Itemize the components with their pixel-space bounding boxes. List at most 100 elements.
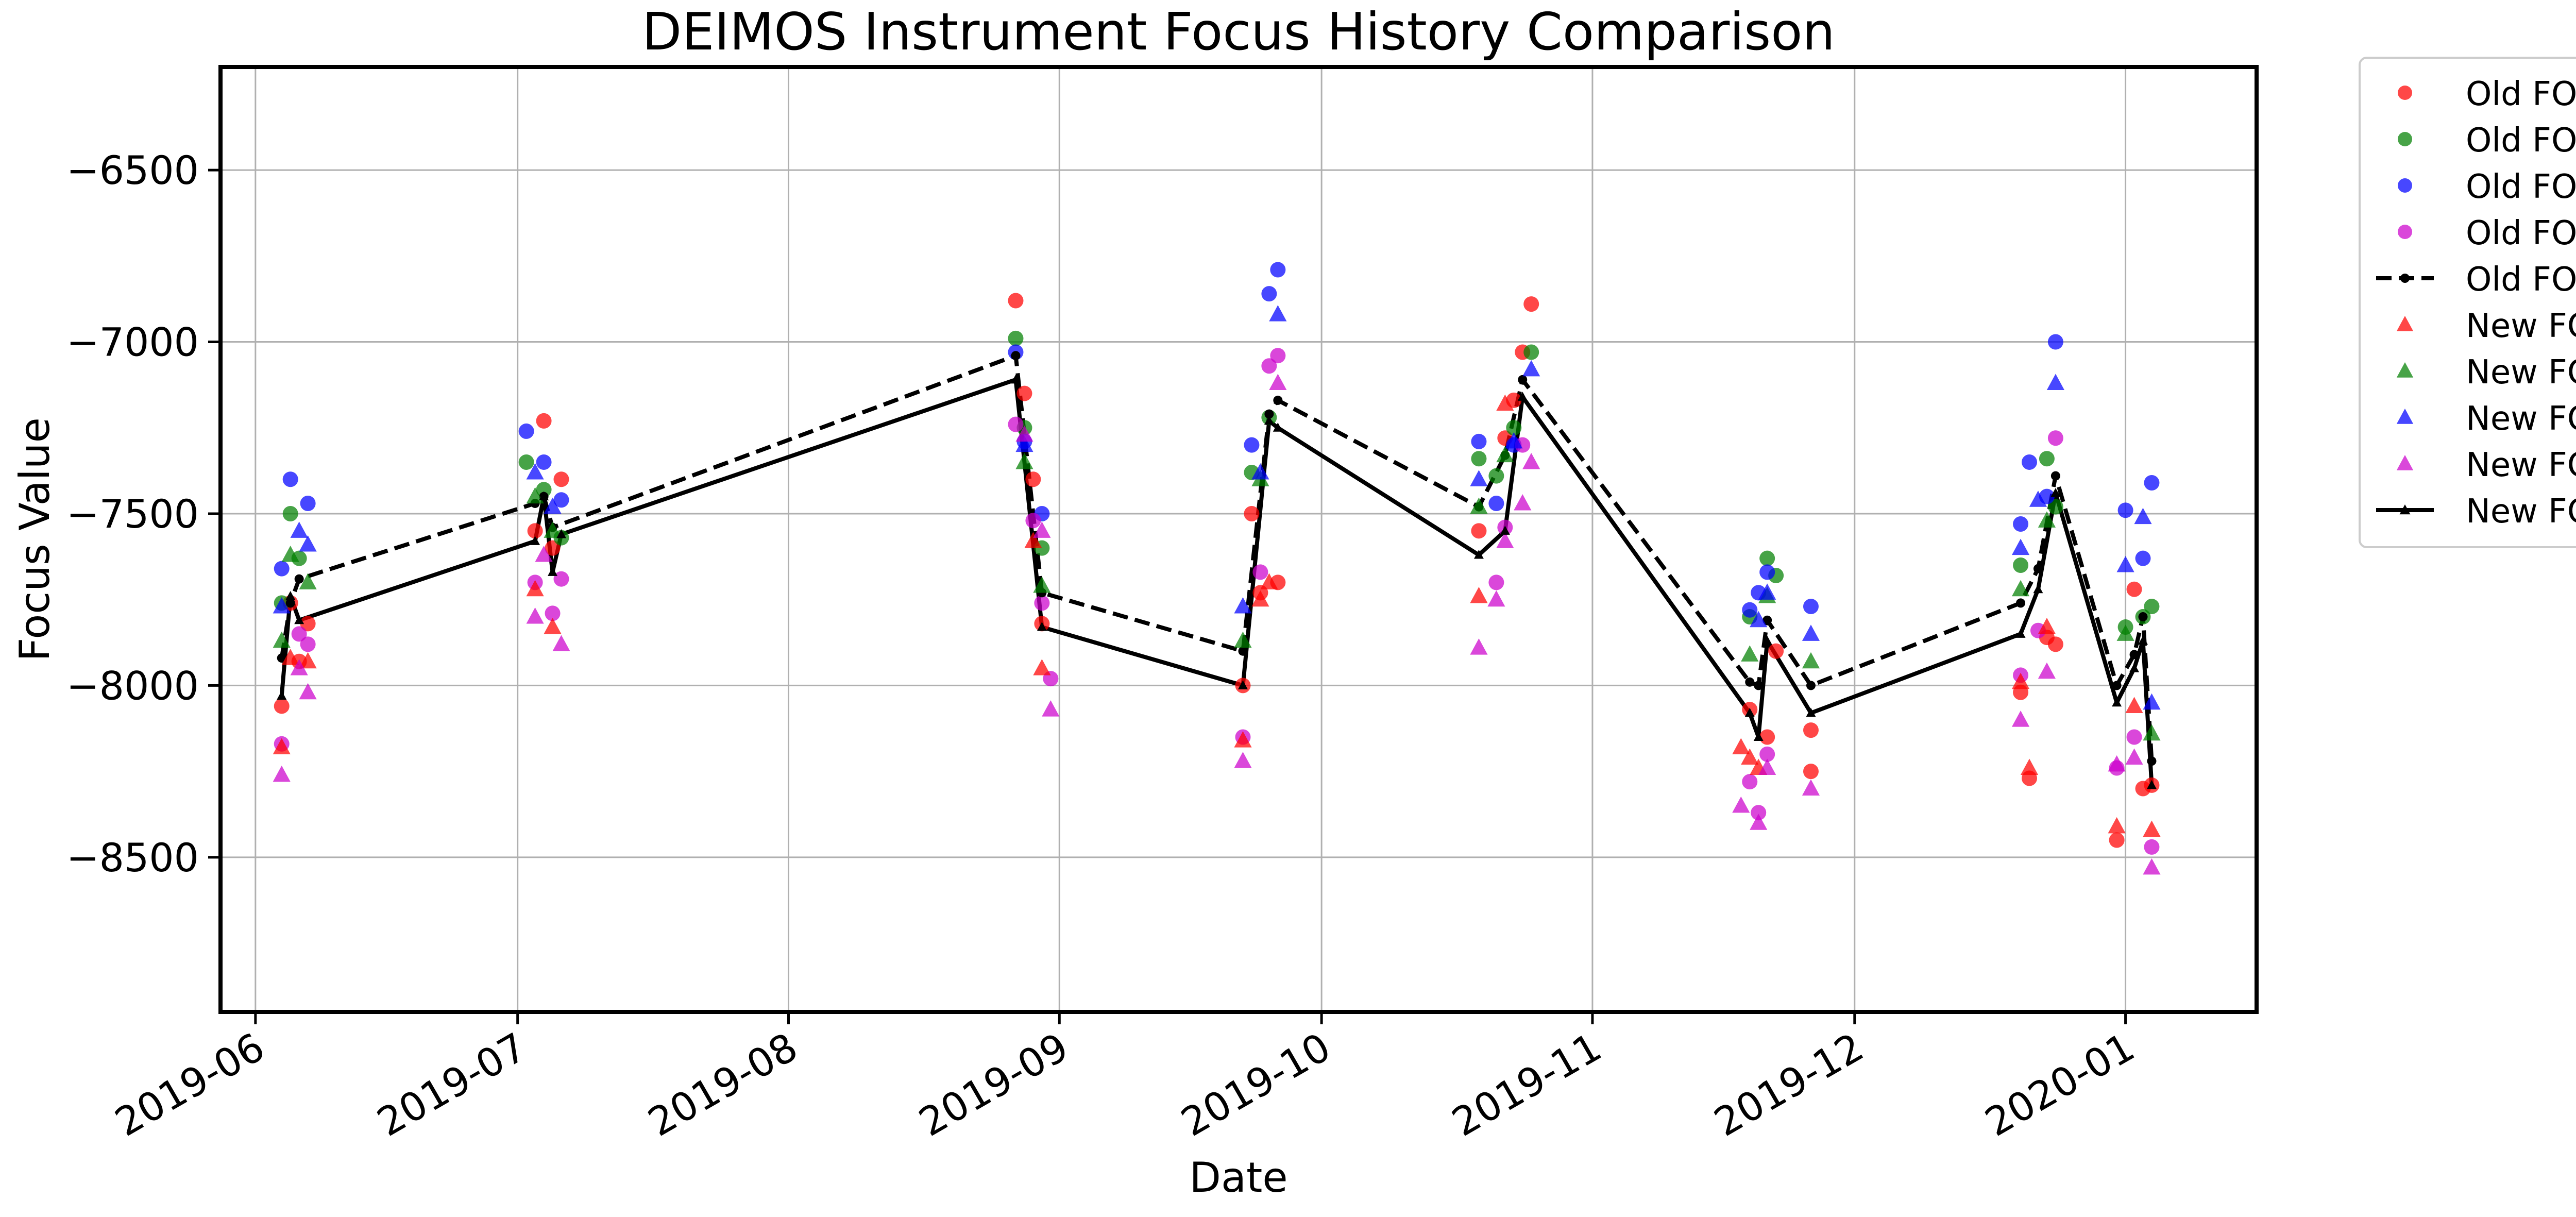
new-focus4-point — [2108, 755, 2126, 772]
old-focus2-point — [2039, 451, 2055, 467]
new-focus4-point — [1269, 374, 1287, 391]
old-focus3-point — [2013, 516, 2029, 532]
legend-label-new-focus1: New FOCUS1 — [2466, 307, 2576, 345]
new-focus4-point — [1015, 425, 1033, 442]
old-focus2-point — [282, 505, 298, 521]
old-focus2-point — [291, 550, 307, 566]
new-focus1-point — [1033, 659, 1051, 675]
old-focus4-point — [1261, 358, 1277, 374]
new-focus3-point — [544, 497, 562, 514]
new-focave-point — [1753, 732, 1764, 741]
legend-marker-new-focus1 — [2396, 316, 2414, 331]
old-focus4-point — [2144, 839, 2160, 855]
old-focave-point — [294, 574, 304, 584]
new-focave-point — [1762, 635, 1772, 645]
old-focus3-point — [1488, 495, 1504, 511]
old-focus1-point — [527, 523, 543, 539]
old-focus3-point — [282, 471, 298, 487]
old-focave-point — [2138, 612, 2148, 622]
new-focave-point — [285, 591, 296, 600]
new-focus4-point — [1487, 590, 1505, 607]
new-focave-point — [1517, 392, 1528, 401]
series-layer — [273, 262, 2161, 875]
new-focus1-point — [1496, 394, 1514, 411]
old-focus1-point — [2109, 832, 2125, 848]
old-focus2-point — [1488, 468, 1504, 484]
old-focus3-point — [1270, 262, 1286, 278]
old-focave-point — [1238, 646, 1248, 656]
new-focus4-point — [1042, 700, 1060, 717]
new-focus2-point — [2116, 624, 2134, 641]
old-focus2-point — [2013, 557, 2029, 573]
old-focave-point — [1011, 351, 1021, 361]
new-focus1-point — [2020, 758, 2039, 775]
old-focus1-point — [553, 471, 569, 487]
x-axis-label: Date — [1189, 1154, 1287, 1202]
new-focus3-point — [2134, 508, 2152, 525]
y-tick-label: −8500 — [66, 835, 199, 881]
new-focus1-point — [1024, 532, 1042, 548]
legend-label-new-focus2: New FOCUS2 — [2466, 353, 2576, 392]
new-focus4-point — [1514, 494, 1532, 511]
new-focave-point — [1473, 550, 1484, 559]
old-focus4-point — [2126, 729, 2142, 745]
new-focave-point — [1010, 374, 1021, 384]
new-focus1-point — [1732, 738, 1750, 754]
new-focus4-point — [552, 635, 570, 651]
new-focus4-point — [535, 546, 553, 562]
new-focus3-point — [2029, 491, 2047, 507]
y-axis-ticks: −6500 −7000 −7500 −8000 −8500 — [66, 147, 221, 881]
old-focus1-point — [1803, 764, 1819, 780]
new-focave-point — [548, 567, 558, 576]
new-focus1-point — [2143, 820, 2161, 837]
legend-marker-old-focus1 — [2398, 86, 2412, 100]
legend-marker-old-focus4 — [2398, 225, 2412, 239]
new-focus1-point — [1251, 590, 1269, 607]
new-focus1-point — [2038, 618, 2056, 634]
old-focave-point — [2050, 471, 2060, 481]
old-focus1-point — [274, 698, 290, 714]
old-focus3-point — [1244, 437, 1260, 453]
old-focave-point — [2112, 681, 2122, 690]
new-focus3-point — [1251, 463, 1269, 480]
new-focus4-point — [1470, 638, 1488, 655]
old-focus4-point — [1488, 574, 1504, 590]
new-focus2-point — [2011, 580, 2030, 597]
old-focus4-point — [1025, 513, 1041, 529]
legend-marker-old-focave — [2400, 274, 2410, 283]
new-focus3-point — [1758, 583, 1776, 600]
new-focave-point — [1264, 415, 1274, 425]
old-focus4-point — [2030, 622, 2046, 638]
y-tick-label: −8000 — [66, 663, 199, 708]
old-focave-point — [1745, 677, 1755, 687]
legend-label-old-focus4: Old FOCUS4 — [2466, 214, 2576, 252]
new-focave-point — [1744, 707, 1755, 717]
old-focus2-point — [518, 454, 534, 470]
old-focave-point — [1762, 615, 1772, 625]
old-focus2-point — [1759, 550, 1775, 566]
y-tick-label: −7000 — [66, 319, 199, 365]
new-focave-point — [1273, 422, 1283, 432]
old-focus1-point — [1016, 385, 1032, 401]
new-focus3-point — [2116, 556, 2134, 572]
old-focus2-point — [1523, 344, 1539, 360]
legend-marker-new-focave — [2399, 504, 2411, 515]
new-focus4-point — [1234, 752, 1252, 768]
old-focus4-point — [1742, 774, 1758, 790]
new-focave-point — [1500, 526, 1510, 535]
old-focus1-point — [1025, 471, 1041, 487]
new-focave-point — [530, 536, 540, 545]
new-focus1-point — [2108, 817, 2126, 834]
old-focave-point — [2033, 564, 2043, 573]
new-focus3-point — [1750, 611, 1768, 628]
old-focus4-point — [300, 636, 316, 652]
old-focus3-point — [536, 454, 552, 470]
new-focus4-point — [290, 659, 308, 675]
old-focus1-point — [1523, 296, 1539, 312]
old-focus4-point — [1759, 746, 1775, 762]
new-focave-point — [2050, 487, 2061, 497]
new-focus3-point — [2011, 538, 2030, 555]
new-focus1-point — [299, 652, 317, 669]
old-focus1-point — [536, 413, 552, 429]
